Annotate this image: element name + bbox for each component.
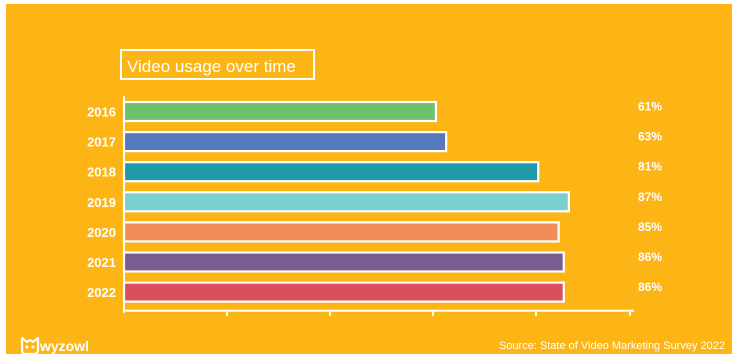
y-tick-label: 2016 <box>87 105 116 120</box>
bar-2017 <box>122 131 448 153</box>
y-tick-label: 2020 <box>87 225 116 240</box>
bar-2018 <box>122 161 540 183</box>
bar-2016 <box>122 100 438 123</box>
data-label: 86% <box>638 280 662 294</box>
data-label: 85% <box>638 220 662 234</box>
wyzowl-owl-icon <box>20 336 40 355</box>
data-label: 63% <box>638 130 662 144</box>
chart-title: Video usage over time <box>127 57 296 76</box>
source-note: Source: State of Video Marketing Survey … <box>499 340 725 352</box>
y-tick-label: 2022 <box>87 285 116 300</box>
bar-2021 <box>122 251 565 273</box>
brand-logo-text: wyzowl <box>39 338 89 354</box>
bar-2019 <box>122 191 570 213</box>
y-tick-label: 2019 <box>87 195 116 210</box>
data-label: 86% <box>638 250 662 264</box>
data-label: 61% <box>638 100 662 114</box>
x-axis <box>123 96 634 316</box>
data-label: 81% <box>638 160 662 174</box>
bar-2022 <box>122 281 565 303</box>
title-box <box>120 49 315 80</box>
y-tick-label: 2018 <box>87 165 116 180</box>
bar-2020 <box>122 221 560 243</box>
y-tick-label: 2017 <box>87 135 116 150</box>
y-tick-label: 2021 <box>87 255 116 270</box>
data-label: 87% <box>638 190 662 204</box>
